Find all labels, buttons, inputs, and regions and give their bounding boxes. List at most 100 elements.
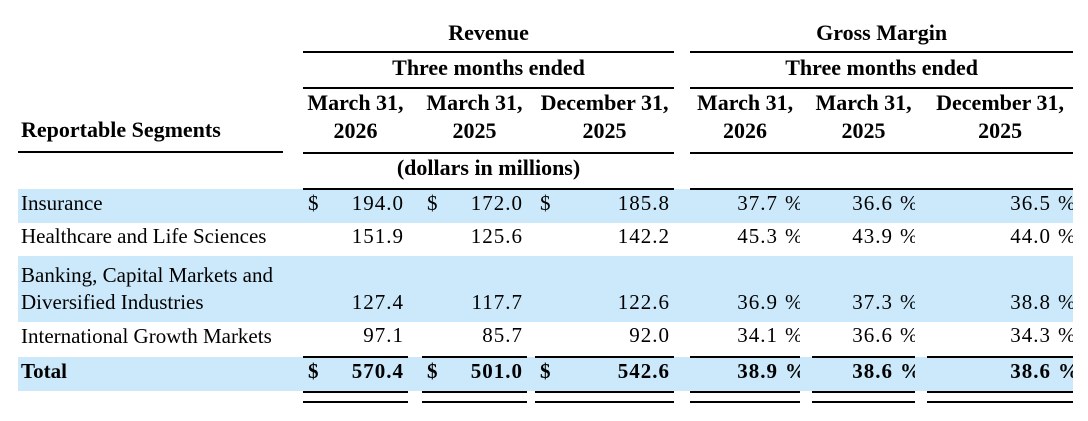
currency-spacer: [422, 256, 450, 323]
table-row-healthcare: Healthcare and Life Sciences 151.9 125.6…: [18, 223, 1073, 256]
margin-value-cell: 36.6: [812, 188, 894, 224]
revenue-value-cell: 142.2: [617, 224, 671, 249]
column-gap: [800, 256, 813, 323]
column-gap: [408, 356, 422, 391]
revenue-value-cell: 151.9: [351, 224, 404, 249]
revenue-value-cell: 125.6: [470, 224, 523, 249]
column-header-revenue-1: March 31, 2025: [422, 87, 527, 154]
column-gap: [800, 356, 813, 391]
column-gap: [915, 87, 928, 154]
percent-symbol: %: [778, 188, 801, 224]
percent-symbol: %: [1051, 223, 1073, 256]
percent-symbol: %: [1051, 188, 1074, 224]
revenue-group-title: Revenue: [303, 19, 675, 53]
revenue-value-cell: 122.6: [563, 256, 675, 323]
column-gap: [527, 223, 535, 256]
currency-spacer: [535, 322, 563, 356]
group-gap: [674, 19, 690, 52]
revenue-value-cell: 117.7: [450, 256, 527, 323]
spacer: [18, 19, 303, 52]
units-row: (dollars in millions): [18, 152, 1074, 190]
double-rule: [535, 390, 675, 405]
margin-header-rule: [690, 152, 1074, 190]
column-gap: [915, 188, 928, 224]
double-rule: [927, 390, 1074, 405]
group-gap: [674, 391, 690, 405]
column-gap: [915, 356, 928, 391]
percent-symbol: %: [893, 322, 915, 356]
spacer: [18, 153, 303, 189]
percent-symbol: %: [778, 355, 801, 391]
total-revenue-cell: 570.4: [331, 355, 408, 391]
currency-symbol: $: [303, 355, 331, 391]
column-header-revenue-2: December 31, 2025: [535, 87, 675, 154]
margin-value-cell: 37.7: [690, 188, 779, 224]
row-header-label: Reportable Segments: [18, 116, 283, 153]
column-gap: [408, 322, 422, 356]
margin-value-cell: 34.3: [1010, 323, 1052, 348]
total-margin-cell: 38.6: [812, 355, 894, 391]
column-gap: [408, 188, 422, 224]
currency-symbol: $: [422, 355, 450, 391]
margin-value-cell: 36.6: [852, 323, 894, 348]
column-gap: [915, 391, 927, 405]
double-rule: [812, 390, 916, 405]
currency-spacer: [303, 256, 331, 323]
segment-label: Banking, Capital Markets and Diversified…: [18, 256, 303, 323]
currency-spacer: [422, 322, 450, 356]
margin-value-cell: 45.3: [737, 224, 779, 249]
column-gap: [915, 256, 928, 323]
total-revenue-cell: 542.6: [563, 355, 675, 391]
margin-value-cell: 43.9: [852, 224, 894, 249]
percent-symbol: %: [1051, 322, 1073, 356]
group-title-row: Revenue Gross Margin: [18, 19, 1074, 53]
currency-spacer: [303, 223, 331, 256]
column-gap: [408, 87, 422, 154]
gross-margin-period-subheader: Three months ended: [690, 51, 1074, 89]
total-revenue-cell: 501.0: [450, 355, 527, 391]
currency-symbol: $: [422, 188, 450, 224]
revenue-value-cell: 97.1: [363, 323, 404, 348]
margin-value-cell: 36.5: [927, 188, 1052, 224]
margin-value-cell: 44.0: [1010, 224, 1052, 249]
currency-symbol: $: [535, 355, 563, 391]
group-gap: [674, 223, 690, 256]
total-margin-cell: 38.6: [927, 355, 1052, 391]
column-gap: [800, 188, 813, 224]
table-row-international: International Growth Markets 97.1 85.7 9…: [18, 322, 1073, 356]
percent-symbol: %: [893, 188, 916, 224]
currency-spacer: [535, 256, 563, 323]
spacer: [18, 391, 303, 405]
revenue-value-cell: 85.7: [482, 323, 523, 348]
column-gap: [915, 322, 927, 356]
column-gap: [527, 256, 535, 323]
total-label: Total: [18, 356, 303, 391]
column-gap: [527, 188, 535, 224]
column-gap: [527, 87, 535, 154]
column-gap: [800, 87, 813, 154]
column-gap: [408, 391, 422, 405]
margin-value-cell: 37.3: [812, 256, 894, 323]
segment-label: Healthcare and Life Sciences: [21, 224, 267, 249]
column-gap: [800, 322, 812, 356]
group-gap: [674, 52, 690, 88]
table-row-insurance: Insurance $ 194.0 $ 172.0 $ 185.8 37.7 %…: [18, 188, 1074, 224]
margin-value-cell: 36.9: [690, 256, 779, 323]
double-rule: [422, 390, 527, 405]
double-rule: [690, 390, 801, 405]
row-header-cell: Reportable Segments: [18, 88, 303, 153]
column-gap: [527, 356, 535, 391]
currency-spacer: [422, 223, 450, 256]
percent-symbol: %: [778, 322, 800, 356]
period-row: Three months ended Three months ended: [18, 51, 1074, 89]
percent-symbol: %: [778, 256, 801, 323]
group-gap: [674, 88, 690, 153]
revenue-period-subheader: Three months ended: [303, 51, 675, 89]
spacer: [18, 52, 303, 88]
column-header-margin-0: March 31, 2026: [690, 87, 801, 154]
segment-results-table: Revenue Gross Margin Three months ended …: [18, 19, 1074, 405]
revenue-value-cell: 194.0: [331, 188, 408, 224]
gross-margin-group-title: Gross Margin: [690, 19, 1074, 53]
units-note: (dollars in millions): [303, 152, 675, 190]
column-gap: [800, 223, 812, 256]
